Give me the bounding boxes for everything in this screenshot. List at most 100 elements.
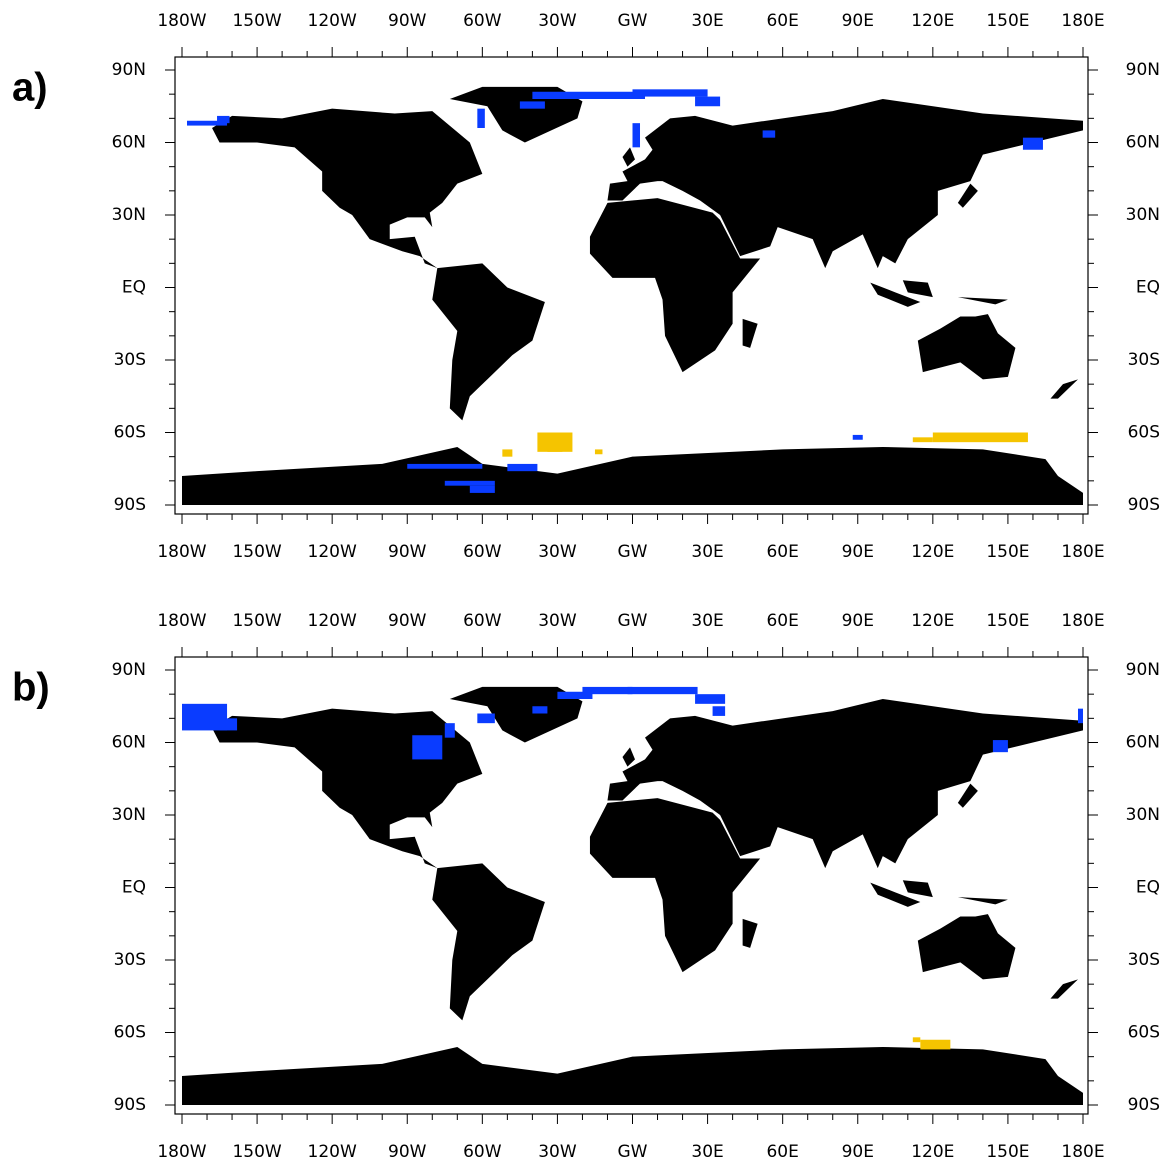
lon-label: 30E [691, 611, 723, 631]
lon-label: 60W [463, 611, 502, 631]
lon-label: 60W [463, 11, 502, 31]
land-layer [182, 86, 1083, 506]
lon-label: 90E [842, 611, 874, 631]
map-panel: b) 180W 180W 150W 150W 120W 120W 90W 90W 60W 60W 30… [12, 611, 1160, 1162]
lon-label: 120W [308, 1142, 357, 1162]
lon-label: 180W [157, 542, 206, 562]
lat-label: 30S [1128, 350, 1160, 370]
lon-label: 30E [691, 11, 723, 31]
lon-label: 150W [232, 611, 281, 631]
anomaly-patch [407, 463, 483, 469]
lon-label: 180W [157, 1142, 206, 1162]
anomaly-patch [519, 101, 545, 109]
anomaly-patch [582, 686, 633, 695]
lon-label: 30E [691, 542, 723, 562]
lon-label: 180E [1061, 1142, 1104, 1162]
lon-label: 180W [157, 11, 206, 31]
lon-label: 120E [911, 542, 954, 562]
lon-label: 90E [842, 542, 874, 562]
anomaly-patch [187, 120, 228, 126]
anomaly-patch [217, 115, 230, 124]
anomaly-patch [412, 735, 443, 760]
panel-label: b) [12, 666, 50, 710]
lat-label: EQ [122, 278, 146, 298]
lat-label: 60S [1128, 1023, 1160, 1043]
lon-label: 30W [538, 542, 577, 562]
lat-label: 60S [1128, 423, 1160, 443]
lat-label: EQ [122, 878, 146, 898]
lon-label: 150E [986, 11, 1029, 31]
lat-label: 30N [112, 805, 146, 825]
anomaly-patch [912, 1037, 921, 1043]
anomaly-patch [852, 434, 863, 440]
lat-label: 90S [1128, 495, 1160, 515]
lon-label: 60E [766, 611, 798, 631]
lon-label: 30E [691, 1142, 723, 1162]
lat-label: 90S [114, 1095, 146, 1115]
lat-label: EQ [1136, 878, 1160, 898]
anomaly-patch [762, 130, 776, 138]
lon-label: 180E [1061, 11, 1104, 31]
anomaly-patch [477, 108, 485, 128]
panel-label: a) [12, 66, 48, 110]
anomaly-patch [695, 96, 721, 107]
anomaly-patch [632, 123, 641, 148]
lon-label: 60W [463, 1142, 502, 1162]
lat-label: 60N [112, 733, 146, 753]
lat-label: 30S [1128, 950, 1160, 970]
lat-label: 30N [112, 205, 146, 225]
lon-label: 120W [308, 611, 357, 631]
lon-label: 120E [911, 1142, 954, 1162]
anomaly-patch [469, 485, 495, 493]
lat-label: 30N [1126, 205, 1160, 225]
anomaly-patch [932, 432, 1028, 443]
lon-label: 30W [538, 11, 577, 31]
lon-label: 90W [388, 542, 427, 562]
anomaly-patch [507, 463, 538, 472]
lon-label: 90E [842, 11, 874, 31]
lat-label: 90N [112, 60, 146, 80]
lon-label: 90W [388, 611, 427, 631]
anomaly-patch [632, 89, 708, 97]
anomaly-patch [444, 723, 455, 738]
lat-label: 90S [1128, 1095, 1160, 1115]
lon-label: 150W [232, 1142, 281, 1162]
lon-label: 90E [842, 1142, 874, 1162]
lon-label: 30W [538, 1142, 577, 1162]
map-panel: a) 180W 180W 150W 150W 120W 120W 90W 90W 60W 60W 30… [12, 11, 1160, 562]
lat-label: 90N [1126, 60, 1160, 80]
anomaly-patch [594, 449, 603, 455]
lon-label: 120E [911, 611, 954, 631]
anomaly-patch [1022, 137, 1043, 150]
lon-label: 150E [986, 1142, 1029, 1162]
lon-label: 90W [388, 11, 427, 31]
anomaly-patch [547, 437, 563, 452]
land-layer [182, 686, 1083, 1105]
lon-label: 180E [1061, 542, 1104, 562]
lon-label: GW [618, 1142, 648, 1162]
lat-label: 30N [1126, 805, 1160, 825]
lat-label: 60S [114, 423, 146, 443]
anomaly-patch [219, 718, 238, 731]
lon-label: 180E [1061, 611, 1104, 631]
lat-label: 60N [1126, 733, 1160, 753]
anomaly-patch [695, 694, 726, 704]
lat-label: 90S [114, 495, 146, 515]
anomaly-patch [627, 686, 698, 695]
lon-label: GW [618, 542, 648, 562]
lon-label: 30W [538, 611, 577, 631]
lon-label: 60E [766, 542, 798, 562]
anomaly-patch [532, 91, 646, 99]
anomaly-patch [712, 706, 726, 716]
anomaly-patch [992, 740, 1008, 753]
anomaly-patch [1077, 708, 1083, 724]
lon-label: 150W [232, 11, 281, 31]
lon-label: 150W [232, 542, 281, 562]
lat-label: 90N [112, 660, 146, 680]
anomaly-patch [532, 706, 548, 714]
anomaly-patch [477, 713, 495, 724]
lon-label: 120W [308, 542, 357, 562]
lon-label: 150E [986, 542, 1029, 562]
lon-label: 120E [911, 11, 954, 31]
lon-label: 60E [766, 1142, 798, 1162]
